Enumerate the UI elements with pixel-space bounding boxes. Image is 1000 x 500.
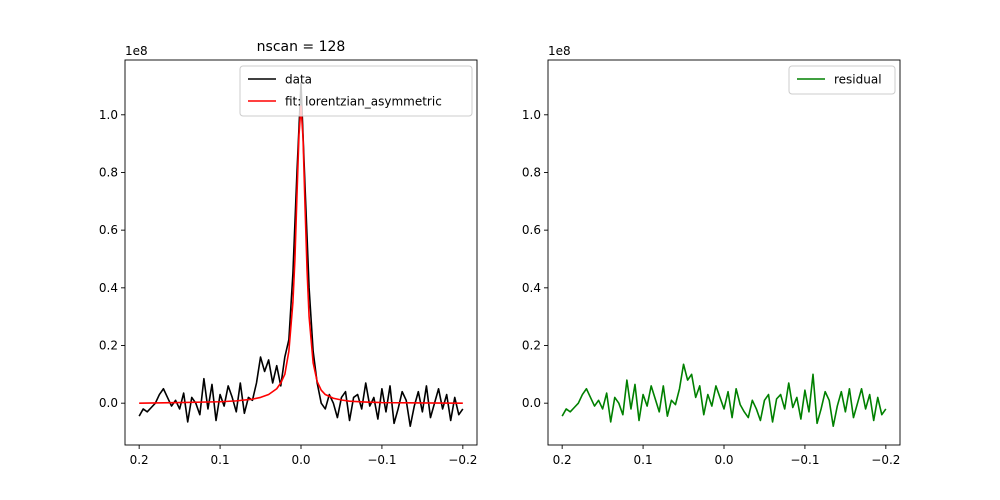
y-tick-label: 0.4 (522, 281, 541, 295)
y-tick-label: 0.6 (522, 223, 541, 237)
x-tick-label: 0.1 (634, 453, 653, 467)
x-tick-label: 0.2 (553, 453, 572, 467)
chart-panel-2: 0.2 0.1 0.0 −0.1 −0.2 0.0 0.2 0.4 0.6 0.8 1.0 1e8 re… (522, 44, 901, 467)
legend-box (788, 65, 896, 95)
y-tick-label: 0.8 (522, 165, 541, 179)
y-tick-label: 0.4 (99, 281, 118, 295)
legend-label: fit: lorentzian_asymmetric (285, 95, 442, 109)
legend: data fit: lorentzian_asymmetric (239, 65, 473, 117)
legend-label: residual (834, 73, 882, 87)
x-tick-label: 0.0 (714, 453, 733, 467)
x-tick-label: −0.2 (448, 453, 477, 467)
y-offset-label: 1e8 (125, 44, 148, 58)
plot-area (561, 363, 887, 428)
x-tick-label: −0.2 (871, 453, 900, 467)
x-tick-label: 0.1 (211, 453, 230, 467)
series-line-1 (561, 363, 887, 428)
y-tick-label: 0.8 (99, 165, 118, 179)
y-offset-label: 1e8 (548, 44, 571, 58)
x-tick-label: −0.1 (367, 453, 396, 467)
x-tick-label: −0.1 (790, 453, 819, 467)
y-tick-label: 0.2 (522, 339, 541, 353)
x-tick-label: 0.2 (130, 453, 149, 467)
legend: residual (788, 65, 896, 95)
chart-panel-1: 0.2 0.1 0.0 −0.1 −0.2 0.0 0.2 0.4 0.6 0.8 1.0 1e8 ns… (99, 39, 478, 467)
y-tick-label: 1.0 (522, 108, 541, 122)
chart-title: nscan = 128 (257, 39, 346, 55)
y-tick-label: 1.0 (99, 108, 118, 122)
y-tick-label: 0.0 (99, 396, 118, 410)
x-tick-label: 0.0 (291, 453, 310, 467)
y-tick-label: 0.0 (522, 396, 541, 410)
y-tick-label: 0.6 (99, 223, 118, 237)
y-tick-label: 0.2 (99, 339, 118, 353)
legend-label: data (285, 73, 312, 87)
legend-box (239, 65, 473, 117)
